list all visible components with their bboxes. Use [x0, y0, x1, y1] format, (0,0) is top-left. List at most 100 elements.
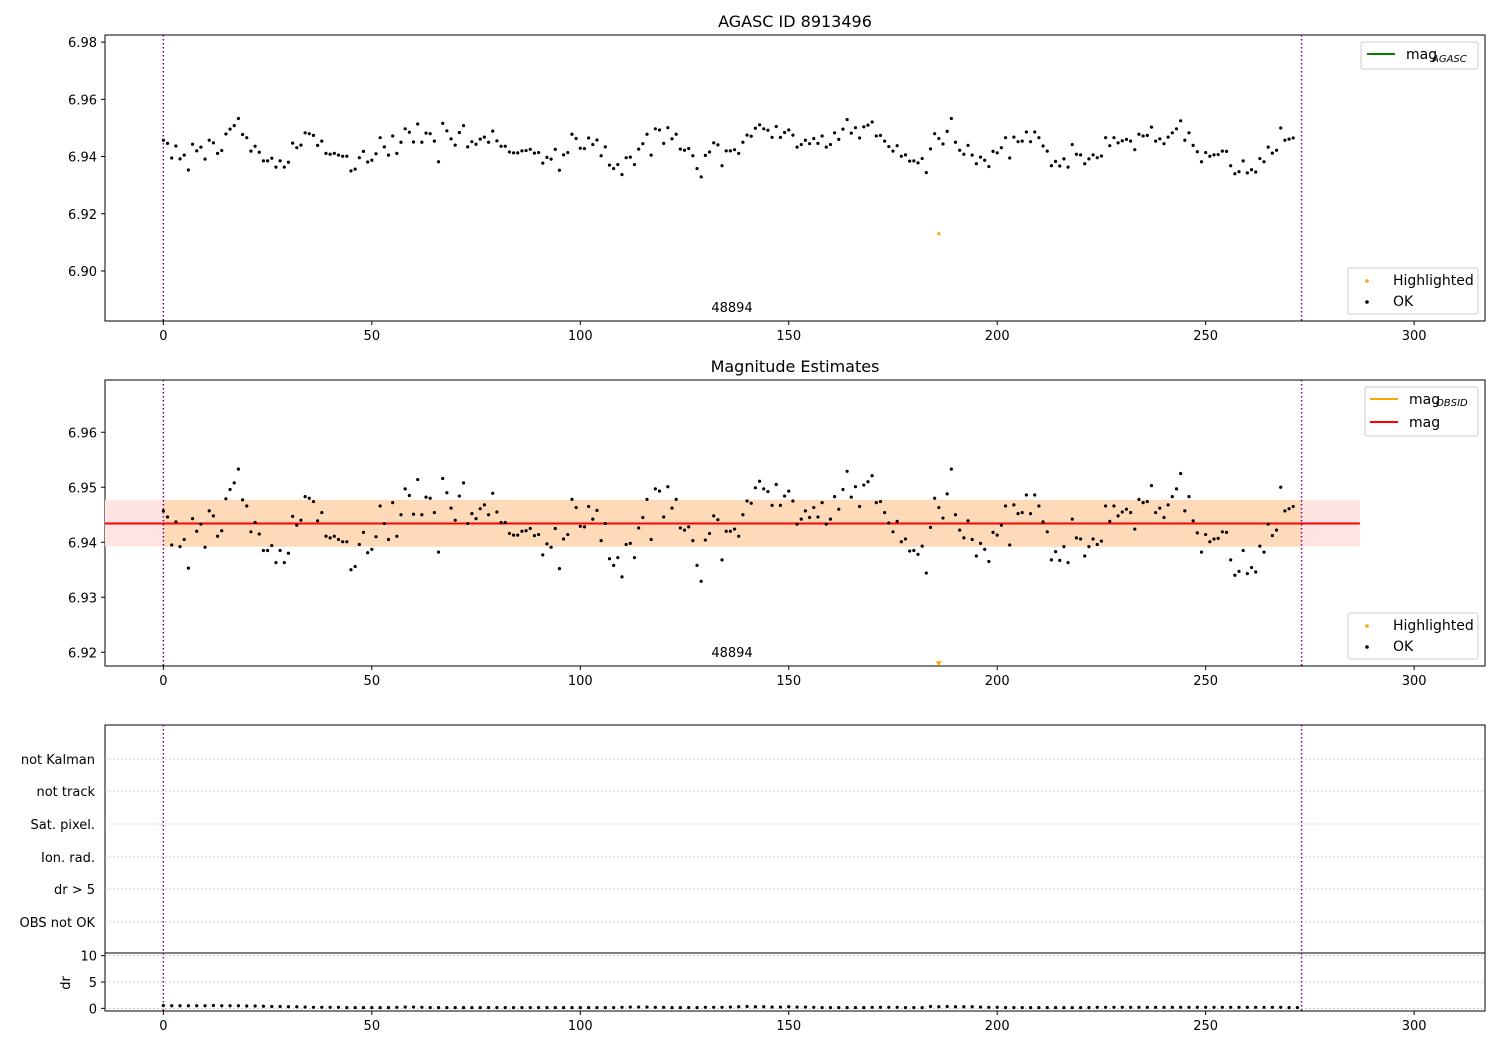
mag-point — [908, 159, 912, 163]
x-tick-label: 300 — [1402, 1019, 1427, 1034]
mag-point — [257, 150, 261, 154]
mag-point — [670, 137, 674, 141]
mag-point — [778, 135, 783, 139]
mag-point — [1162, 515, 1166, 520]
mag-point — [928, 147, 933, 151]
legend-label-mag: mag — [1409, 415, 1440, 431]
dr-point — [1070, 1005, 1074, 1010]
dr-point — [1095, 1005, 1099, 1009]
mag-point — [457, 494, 461, 498]
mag-point — [1099, 539, 1104, 543]
mag-point — [1245, 171, 1249, 175]
mag-point — [1124, 137, 1129, 141]
mag-point — [261, 159, 266, 163]
mag-point — [999, 146, 1003, 150]
mag-point — [203, 545, 207, 549]
mag-point — [1145, 133, 1149, 137]
mag-point — [1116, 514, 1120, 518]
mag-point — [311, 133, 316, 137]
mag-point — [1166, 503, 1170, 507]
mag-point — [420, 140, 424, 144]
mag-point — [578, 524, 582, 528]
mag-point — [566, 532, 570, 537]
legend-label-mag-agasc: mag — [1406, 47, 1437, 63]
mag-point — [1216, 152, 1220, 157]
mag-point — [641, 515, 645, 520]
mag-point — [1208, 154, 1212, 158]
mag-point — [695, 563, 699, 567]
dr-point — [478, 1005, 482, 1010]
mag-point — [1270, 151, 1274, 155]
mag-point — [407, 130, 411, 134]
x-tick-label: 0 — [159, 674, 167, 689]
mag-point — [303, 131, 307, 135]
mag-point — [511, 151, 516, 155]
mag-point — [1179, 471, 1183, 476]
mag-point — [1033, 493, 1037, 497]
mag-point — [949, 467, 953, 471]
mag-point — [724, 149, 728, 153]
mag-point — [553, 147, 557, 151]
dr-point — [645, 1005, 649, 1009]
mag-point — [341, 540, 345, 544]
mag-point — [666, 126, 670, 130]
mag-point — [1245, 572, 1249, 576]
mag-point — [311, 499, 316, 504]
mag-point — [570, 497, 574, 501]
mag-point — [920, 544, 924, 548]
mag-point — [1016, 140, 1020, 144]
mag-point — [386, 153, 391, 157]
mag-point — [878, 133, 883, 137]
mag-point — [1074, 152, 1079, 156]
dr-point — [270, 1004, 274, 1009]
dr-point — [737, 1005, 741, 1009]
mag-point — [399, 140, 403, 144]
mag-point — [528, 147, 532, 151]
mag-point — [1058, 164, 1062, 168]
mag-point — [1254, 570, 1258, 574]
mag-point — [195, 529, 199, 533]
dr-point — [703, 1005, 707, 1009]
mag-point — [1124, 507, 1129, 511]
mag-point — [195, 149, 199, 153]
flag-label: Sat. pixel. — [31, 818, 95, 833]
mag-point — [1145, 499, 1149, 504]
mag-point — [607, 557, 612, 561]
mag-point — [1083, 554, 1087, 558]
dr-point — [161, 1003, 165, 1008]
mag-point — [1233, 172, 1237, 176]
mag-point — [795, 145, 799, 149]
mag-point — [657, 489, 662, 493]
dr-point — [1120, 1005, 1124, 1009]
magnitude-legend-lower: Highlighted OK — [1347, 612, 1479, 660]
mag-point — [215, 151, 220, 156]
mag-point — [687, 525, 691, 529]
mag-point — [457, 130, 461, 135]
highlighted-marker — [935, 661, 942, 667]
dr-point — [820, 1005, 824, 1010]
mag-point — [1183, 138, 1187, 142]
dr-point — [1020, 1005, 1024, 1010]
mag-point — [1274, 528, 1279, 532]
mag-point — [966, 143, 970, 147]
mag-point — [253, 520, 257, 525]
mag-point — [682, 148, 687, 152]
x-tick-label: 250 — [1193, 1019, 1218, 1034]
mag-point — [966, 519, 970, 523]
mag-point — [520, 529, 524, 533]
x-tick-label: 0 — [159, 329, 167, 344]
mag-point — [978, 155, 983, 159]
mag-point — [1028, 140, 1033, 144]
mag-point — [1045, 149, 1049, 153]
dr-panel: dr — [59, 952, 1486, 1012]
y-tick-label: 10 — [80, 950, 97, 965]
mag-point — [837, 137, 841, 141]
mag-point — [937, 506, 941, 510]
dr-point — [1078, 1005, 1083, 1010]
x-tick-label: 150 — [776, 1019, 801, 1034]
mag-point — [845, 118, 849, 122]
mag-point — [1003, 136, 1008, 140]
x-tick-label: 50 — [364, 674, 381, 689]
dr-point — [428, 1005, 432, 1010]
dr-point — [1270, 1005, 1274, 1009]
